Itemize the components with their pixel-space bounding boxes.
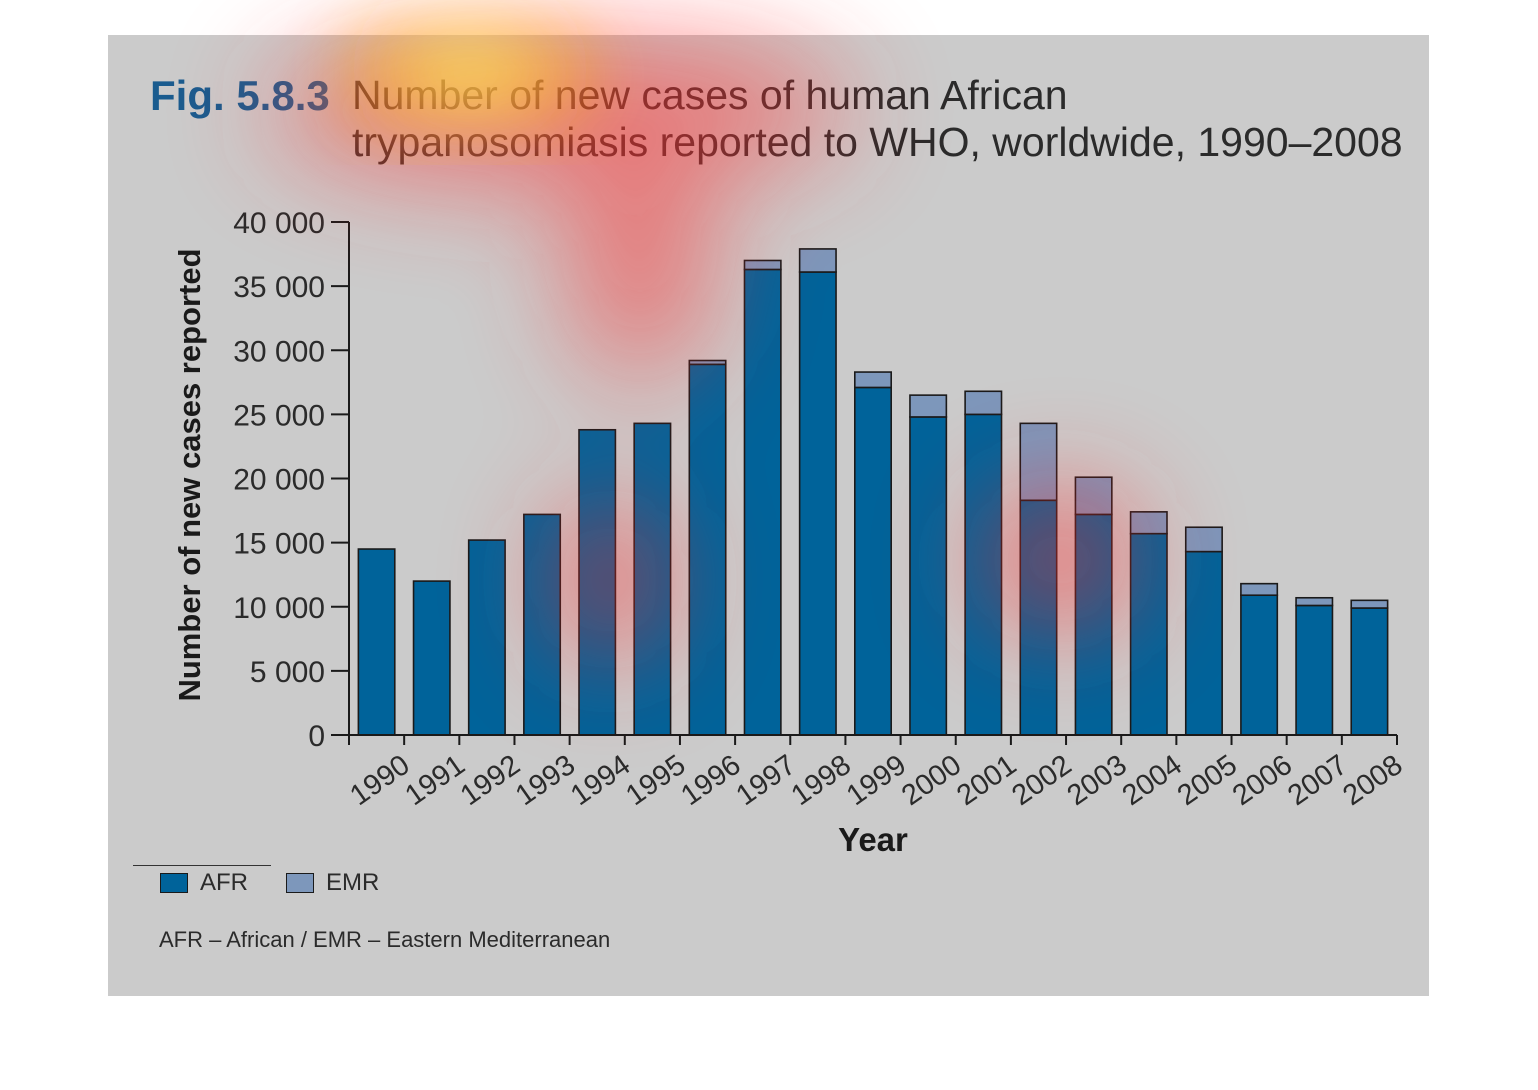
- bar-afr-2007: [1295, 604, 1334, 736]
- bar-emr-2000: [909, 394, 948, 418]
- legend-swatch-emr: [286, 873, 314, 893]
- bar-emr-2002: [1019, 422, 1058, 502]
- bar-emr-2001: [964, 390, 1003, 416]
- y-tick-label-0: 0: [308, 720, 325, 753]
- legend-label-afr: AFR: [200, 869, 248, 896]
- x-tick-label-1992: 1992: [455, 749, 526, 812]
- bar-emr-2006: [1240, 582, 1279, 597]
- y-tick-label-25000: 25 000: [233, 399, 325, 432]
- x-tick-label-1997: 1997: [731, 749, 802, 812]
- x-tick-label-2003: 2003: [1061, 749, 1132, 812]
- legend-swatch-afr: [160, 873, 188, 893]
- x-axis-label: Year: [838, 821, 908, 858]
- x-tick-label-2001: 2001: [951, 749, 1022, 812]
- bar-afr-1999: [853, 386, 893, 736]
- bar-emr-1996: [688, 359, 727, 366]
- x-tick-label-1991: 1991: [400, 749, 471, 812]
- bar-afr-2001: [964, 413, 1003, 736]
- x-tick-label-1990: 1990: [344, 749, 415, 812]
- legend-item-afr: AFR: [160, 869, 248, 896]
- bar-emr-1999: [853, 371, 893, 389]
- bar-afr-1998: [798, 271, 837, 736]
- y-axis-label: Number of new cases reported: [172, 248, 207, 702]
- x-tick-label-1993: 1993: [510, 749, 581, 812]
- bar-afr-2004: [1129, 532, 1168, 736]
- bar-afr-2000: [909, 416, 948, 736]
- bar-afr-1991: [412, 580, 451, 736]
- bar-afr-2008: [1350, 607, 1389, 736]
- bar-emr-2005: [1184, 526, 1223, 553]
- bar-afr-2006: [1240, 594, 1279, 736]
- bar-emr-2007: [1295, 596, 1334, 607]
- bar-afr-2005: [1184, 550, 1223, 736]
- bar-emr-2003: [1074, 476, 1113, 516]
- x-tick-label-2000: 2000: [896, 749, 967, 812]
- bar-emr-2004: [1129, 511, 1168, 535]
- y-tick-label-40000: 40 000: [233, 207, 325, 240]
- bar-afr-1997: [743, 268, 782, 736]
- legend-item-emr: EMR: [286, 869, 380, 896]
- bar-afr-2003: [1074, 513, 1113, 736]
- x-tick-label-2007: 2007: [1282, 749, 1353, 812]
- bar-afr-1996: [688, 363, 727, 736]
- bar-afr-1995: [633, 422, 672, 736]
- y-tick-label-30000: 30 000: [233, 335, 325, 368]
- legend-rule: [133, 865, 271, 866]
- x-tick-label-1996: 1996: [675, 749, 746, 812]
- footnote: AFR – African / EMR – Eastern Mediterran…: [159, 927, 611, 952]
- x-tick-label-1995: 1995: [620, 749, 691, 812]
- x-tick-label-2006: 2006: [1227, 749, 1298, 812]
- x-tick-label-2005: 2005: [1172, 749, 1243, 812]
- bar-afr-1990: [357, 548, 396, 736]
- bar-afr-1994: [578, 428, 617, 736]
- bar-afr-2002: [1019, 499, 1058, 736]
- y-tick-label-5000: 5 000: [250, 656, 325, 689]
- bar-emr-1997: [743, 259, 782, 271]
- bar-emr-2008: [1350, 599, 1389, 609]
- y-tick-label-20000: 20 000: [233, 464, 325, 497]
- x-tick-label-2004: 2004: [1117, 749, 1188, 812]
- x-tick-label-2002: 2002: [1006, 749, 1077, 812]
- x-tick-label-2008: 2008: [1337, 749, 1408, 812]
- bar-emr-1998: [798, 248, 837, 273]
- x-tick-label-1998: 1998: [786, 749, 857, 812]
- y-tick-label-10000: 10 000: [233, 592, 325, 625]
- x-tick-label-1994: 1994: [565, 749, 636, 812]
- bar-afr-1993: [523, 513, 562, 736]
- bar-afr-1992: [467, 539, 506, 736]
- y-tick-label-15000: 15 000: [233, 528, 325, 561]
- legend-label-emr: EMR: [326, 869, 380, 896]
- x-tick-label-1999: 1999: [841, 749, 912, 812]
- y-tick-label-35000: 35 000: [233, 271, 325, 304]
